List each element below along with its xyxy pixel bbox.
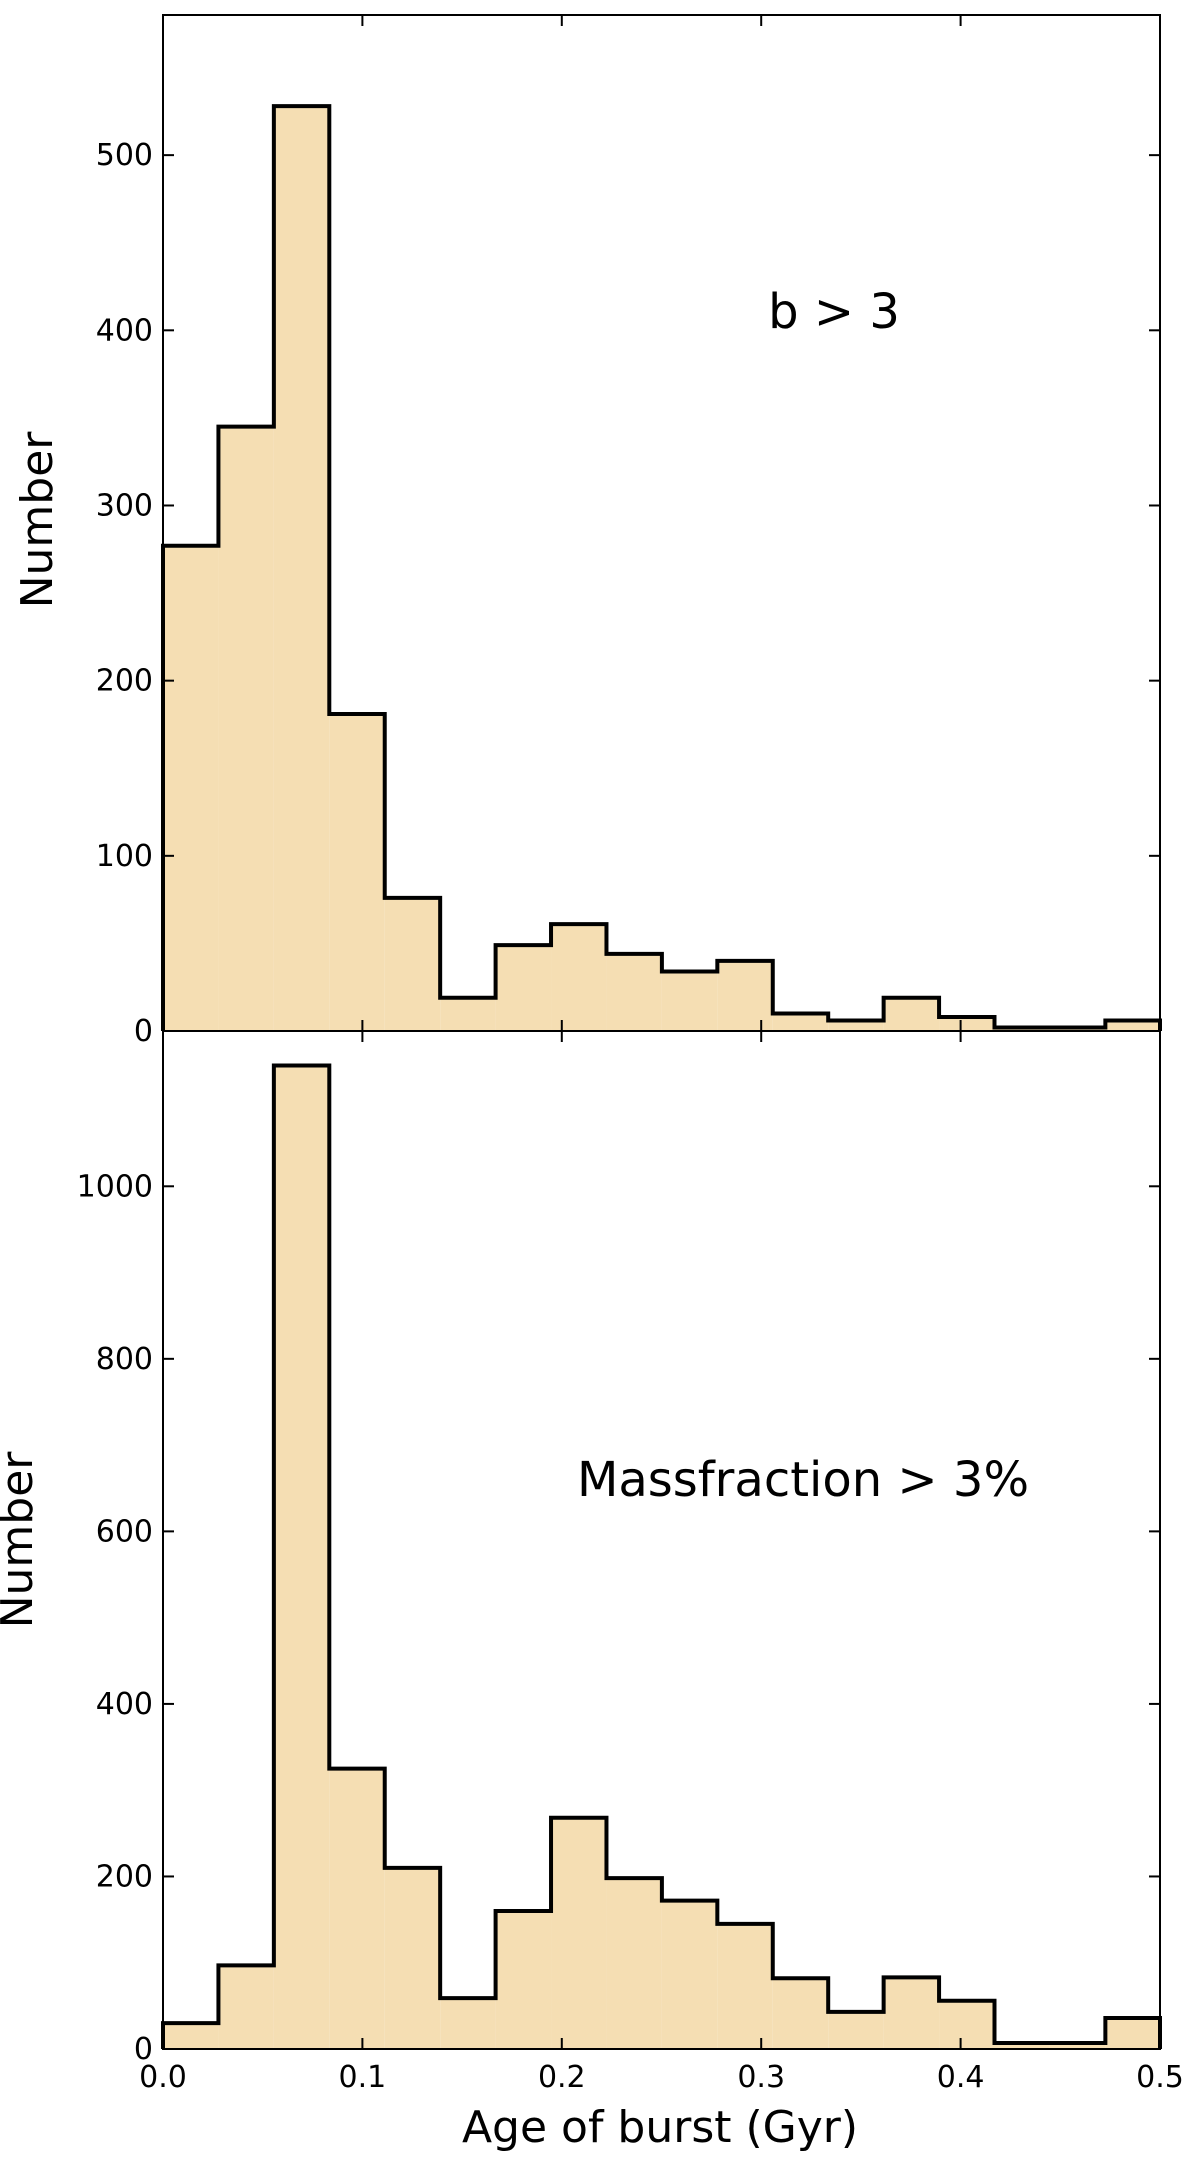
bottom-bar-9 [606, 1878, 662, 2049]
bottom-y-axis-ticks: 0 200 400 600 800 1000 [77, 1169, 1160, 2067]
bottom-bar-5 [384, 1867, 441, 2049]
bottom-x-tick-label-0.1: 0.1 [339, 2060, 387, 2095]
bottom-panel-annotation: Massfraction > 3% [577, 1452, 1029, 1508]
top-bar-12 [772, 1013, 829, 1031]
bottom-x-tick-label-0.0: 0.0 [139, 2060, 187, 2095]
top-y-tick-label-400: 400 [96, 313, 153, 348]
bottom-bar-7 [495, 1910, 552, 2049]
bottom-bar-8 [551, 1817, 607, 2049]
top-y-tick-label-200: 200 [96, 664, 153, 699]
top-histogram-panel: 0 100 200 300 400 500 b > 3 Number [12, 14, 1162, 1049]
bottom-bar-18 [1105, 2017, 1160, 2049]
top-bar-4 [329, 713, 385, 1031]
top-bar-1 [163, 545, 219, 1031]
top-y-axis-label: Number [12, 431, 63, 609]
bottom-histogram-outline [161, 1063, 1162, 2049]
bottom-x-tick-label-0.4: 0.4 [937, 2060, 985, 2095]
bottom-bar-1 [163, 2023, 219, 2049]
bottom-bar-2 [218, 1965, 274, 2049]
bottom-bar-11 [717, 1923, 773, 2049]
bottom-y-tick-label-1000: 1000 [77, 1169, 153, 1204]
top-bar-6 [440, 997, 496, 1031]
bottom-y-tick-label-0: 0 [134, 2032, 153, 2067]
bottom-y-axis-label: Number [0, 1451, 43, 1629]
bottom-bar-6 [440, 1998, 496, 2049]
bottom-panel-frame [162, 1030, 1161, 2050]
top-y-tick-label-100: 100 [96, 839, 153, 874]
top-bar-3 [273, 106, 330, 1031]
bottom-y-tick-label-200: 200 [96, 1859, 153, 1894]
top-bar-7 [495, 945, 552, 1031]
top-bar-11 [717, 960, 773, 1031]
top-y-tick-label-500: 500 [96, 138, 153, 173]
top-bar-5 [384, 897, 441, 1031]
top-bar-15 [939, 1016, 995, 1031]
bottom-bar-4 [329, 1768, 385, 2049]
top-histogram-bars [161, 104, 1162, 1032]
top-bar-14 [883, 997, 940, 1031]
bottom-histogram-bars [161, 1063, 1162, 2049]
bottom-x-tick-label-0.2: 0.2 [538, 2060, 586, 2095]
top-bar-10 [661, 971, 718, 1031]
bottom-bar-15 [939, 2000, 995, 2049]
bottom-y-tick-label-600: 600 [96, 1514, 153, 1549]
top-bar-18 [1105, 1020, 1160, 1031]
bottom-x-tick-label-0.3: 0.3 [737, 2060, 785, 2095]
bottom-bar-14 [883, 1977, 940, 2049]
bottom-y-tick-label-800: 800 [96, 1342, 153, 1377]
top-x-axis-ticks [162, 15, 1161, 1031]
top-y-tick-label-0: 0 [134, 1014, 153, 1049]
bottom-x-axis-ticks: 0.0 0.1 0.2 0.3 0.4 0.5 [139, 1031, 1184, 2095]
bottom-bar-16 [994, 2042, 1050, 2049]
top-bar-2 [218, 426, 274, 1032]
x-axis-label: Age of burst (Gyr) [462, 2102, 858, 2153]
top-histogram-outline [161, 104, 1162, 1031]
top-y-axis-ticks: 0 100 200 300 400 500 [96, 138, 1160, 1049]
bottom-bar-13 [828, 2011, 884, 2049]
top-bar-8 [551, 924, 607, 1031]
bottom-bar-3 [273, 1065, 330, 2049]
bottom-x-tick-label-0.5: 0.5 [1136, 2060, 1184, 2095]
bottom-histogram-panel: 0 200 400 600 800 1000 0.0 0.1 0.2 0.3 0.4 0.5 Mas… [0, 1030, 1184, 2153]
bottom-bar-10 [661, 1900, 718, 2049]
bottom-bar-12 [772, 1978, 829, 2049]
bottom-y-tick-label-400: 400 [96, 1687, 153, 1722]
top-y-tick-label-300: 300 [96, 488, 153, 523]
bottom-bar-17 [1049, 2042, 1106, 2049]
top-bar-9 [606, 953, 662, 1031]
top-panel-annotation: b > 3 [768, 284, 900, 340]
top-bar-13 [828, 1020, 884, 1031]
